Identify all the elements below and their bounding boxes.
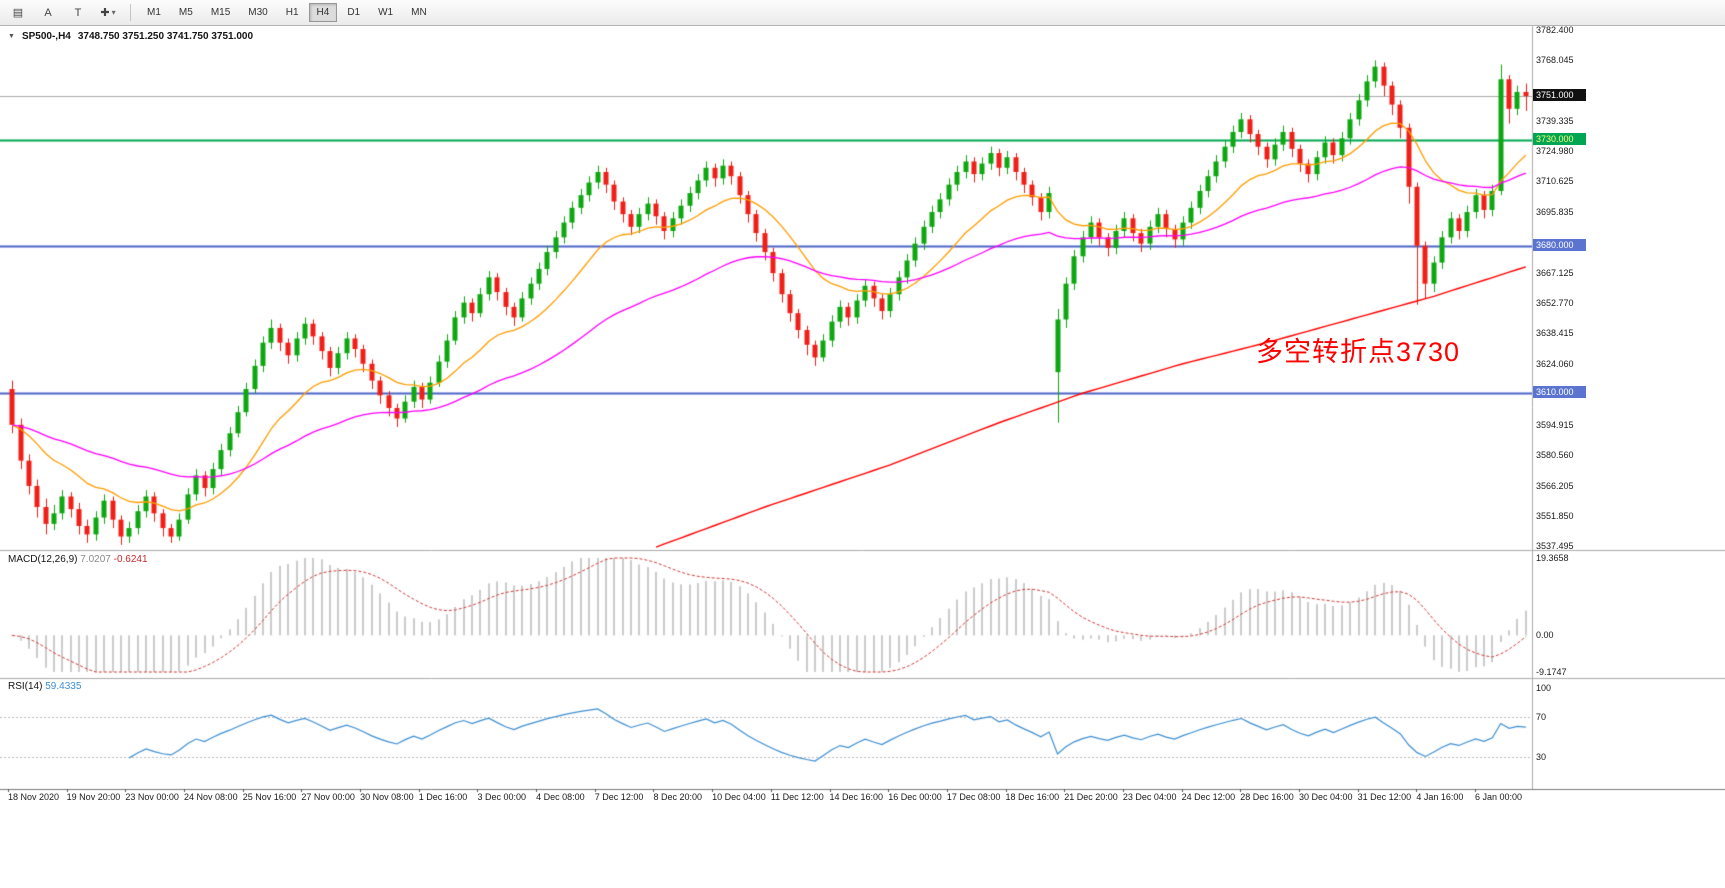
crosshair-icon: ✚ xyxy=(100,7,110,19)
shapes-tool-button[interactable]: ✚ ▾ xyxy=(94,2,122,24)
dropdown-caret-icon: ▾ xyxy=(111,8,116,17)
timeframe-mn-button[interactable]: MN xyxy=(411,7,427,18)
timeframe-m1-button[interactable]: M1 xyxy=(147,7,161,18)
timeframe-h1-button[interactable]: H1 xyxy=(285,7,299,18)
chart-windows-icon[interactable]: ▤ xyxy=(12,7,24,19)
timeframe-w1-button[interactable]: W1 xyxy=(378,7,394,18)
timeframe-m5-button[interactable]: M5 xyxy=(178,7,193,18)
toolbar-separator xyxy=(130,4,131,21)
toolbar: ▤ A T ✚ ▾ M1 M5 M15 M30 H1 H4 D1 W1 MN xyxy=(0,0,1725,26)
cursor-tool-button[interactable]: A xyxy=(44,6,52,19)
timeframe-m30-button[interactable]: M30 xyxy=(248,7,268,18)
timeframe-h4-button[interactable]: H4 xyxy=(308,3,338,22)
timeframe-group: M1 M5 M15 M30 H1 H4 D1 W1 MN xyxy=(138,3,436,22)
timeframe-m15-button[interactable]: M15 xyxy=(210,7,231,18)
timeframe-d1-button[interactable]: D1 xyxy=(347,7,361,18)
text-tool-button[interactable]: T xyxy=(74,6,82,19)
